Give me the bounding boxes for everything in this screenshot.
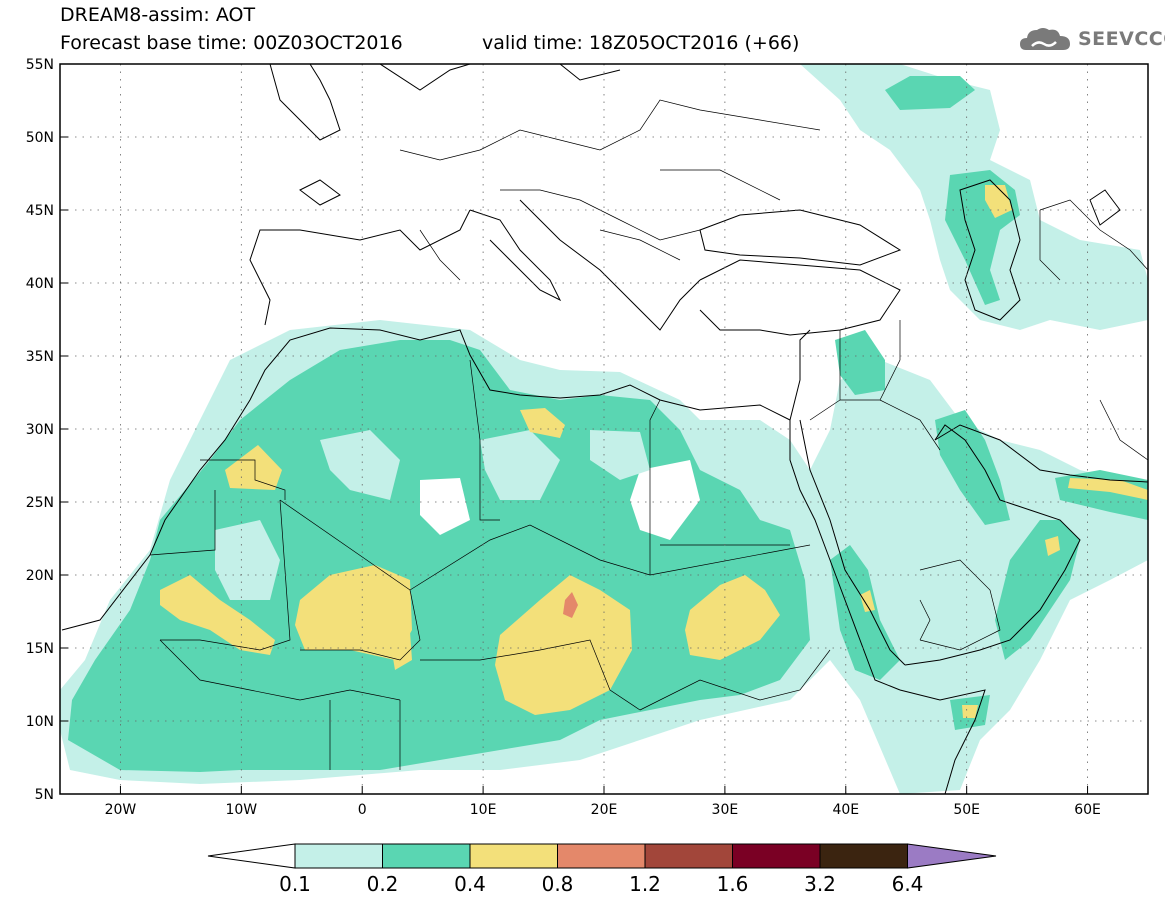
brand-logo: SEEVCCC	[1018, 24, 1165, 54]
aot-band-0.8-chad	[563, 592, 578, 618]
lat-tick-labels: 55N 50N 45N 40N 35N 30N 25N 20N 15N 10N 5N	[26, 57, 68, 803]
colorbar-swatch	[294, 843, 383, 869]
colorbar-swatch	[469, 843, 558, 869]
colorbar-swatch	[557, 843, 646, 869]
lon-tick-label: 20E	[591, 802, 618, 818]
lat-tick-label: 20N	[26, 568, 54, 584]
colorbar-swatch	[382, 843, 471, 869]
lat-tick-label: 35N	[26, 349, 54, 365]
lon-tick-label: 0	[358, 802, 367, 818]
colorbar-level-label: 3.2	[804, 872, 836, 896]
lat-tick-label: 55N	[26, 57, 54, 73]
aot-band-0.4-morocco	[225, 445, 282, 490]
lat-tick-label: 10N	[26, 714, 54, 730]
colorbar-under-triangle	[207, 843, 296, 869]
colorbar-swatch	[819, 843, 908, 869]
aot-band-0.2-gulf	[935, 410, 1010, 525]
forecast-base-time: Forecast base time: 00Z03OCT2016	[60, 32, 403, 54]
lat-tick-label: 40N	[26, 276, 54, 292]
colorbar-level-label: 1.2	[629, 872, 661, 896]
aot-band-0.4-west	[160, 575, 275, 655]
aot-hole-libya2	[590, 430, 650, 480]
lon-tick-label: 20W	[105, 802, 137, 818]
lon-tick-label: 50E	[953, 802, 980, 818]
aot-hole-egypt	[630, 460, 700, 540]
colorbar-level-label: 6.4	[891, 872, 924, 896]
colorbar	[207, 843, 997, 869]
map-title: DREAM8-assim: AOT	[60, 4, 256, 26]
aot-band-0.4-tunisia	[520, 408, 565, 438]
lon-tick-label: 40E	[832, 802, 859, 818]
cloud-logo-icon	[1020, 28, 1070, 50]
aot-hole-algeria-white	[420, 478, 470, 535]
aot-band-0.4-mali	[295, 565, 412, 660]
aot-hole-mauritania	[215, 520, 280, 600]
grid-lines	[60, 64, 1148, 794]
colorbar-swatch	[644, 843, 733, 869]
aot-band-0.4-somalia	[962, 705, 978, 718]
lat-tick-label: 45N	[26, 203, 54, 219]
lat-tick-label: 15N	[26, 641, 54, 657]
lon-tick-label: 60E	[1074, 802, 1101, 818]
aot-hole-libya	[480, 430, 560, 500]
aot-band-0.2-oman	[995, 520, 1080, 660]
lon-tick-label: 10E	[470, 802, 497, 818]
aot-field	[60, 64, 1148, 794]
aot-band-0.2-iraq	[835, 330, 885, 395]
aot-hole-algeria	[320, 430, 400, 500]
aot-band-0.4-niger	[390, 632, 412, 670]
coastlines	[61, 64, 1148, 794]
aot-band-0.4-yemen	[860, 590, 875, 612]
lon-tick-labels: 20W 10W 0 10E 20E 30E 40E 50E 60E	[105, 786, 1101, 818]
colorbar-over-triangle	[907, 843, 997, 869]
brand-name: SEEVCCC	[1078, 28, 1165, 50]
lon-tick-label: 30E	[712, 802, 739, 818]
lat-tick-label: 25N	[26, 495, 54, 511]
valid-time: valid time: 18Z05OCT2016 (+66)	[482, 32, 800, 54]
lat-tick-label: 50N	[26, 130, 54, 146]
borders	[149, 99, 1148, 770]
colorbar-level-label: 0.2	[366, 872, 399, 896]
colorbar-level-label: 0.4	[454, 872, 486, 896]
aot-band-0.4-oman	[1045, 536, 1060, 556]
lat-tick-label: 30N	[26, 422, 54, 438]
colorbar-swatch	[732, 843, 821, 869]
colorbar-level-label: 0.8	[541, 872, 574, 896]
lon-tick-label: 10W	[225, 802, 257, 818]
aot-band-0.2-arabia	[830, 545, 900, 680]
lat-tick-label: 5N	[35, 787, 54, 803]
aot-band-0.4-iran	[1068, 478, 1148, 500]
aot-band-0.2-russia	[885, 76, 975, 110]
colorbar-level-label: 1.6	[716, 872, 749, 896]
colorbar-level-label: 0.1	[279, 872, 311, 896]
aot-band-0.4-sudan	[685, 575, 780, 660]
